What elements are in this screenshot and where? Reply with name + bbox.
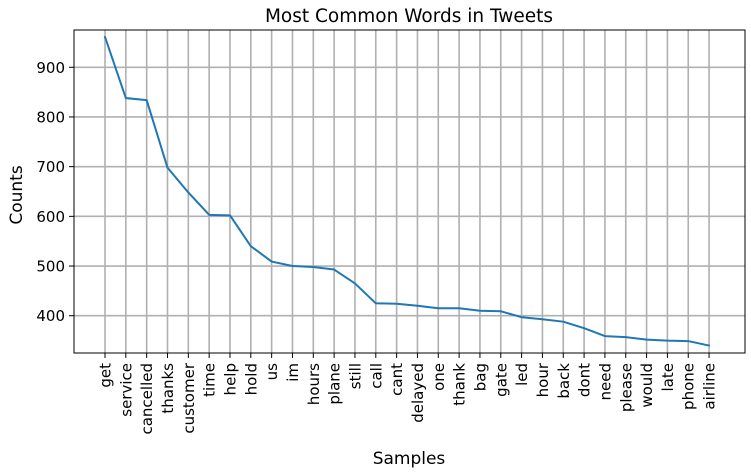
- x-tick-label: need: [596, 363, 614, 401]
- x-tick-label: customer: [180, 362, 198, 433]
- x-tick-label: service: [117, 363, 135, 417]
- x-tick-label: still: [346, 363, 364, 389]
- x-tick-label: get: [97, 363, 115, 388]
- x-tick-label: thank: [451, 363, 469, 406]
- chart-title: Most Common Words in Tweets: [265, 6, 553, 27]
- x-tick-label: late: [659, 363, 677, 391]
- x-tick-label: led: [513, 363, 531, 386]
- x-tick-label: help: [221, 363, 239, 395]
- y-tick-label: 800: [36, 108, 65, 126]
- x-tick-label: hours: [305, 363, 323, 405]
- x-tick-label: please: [617, 363, 635, 412]
- plot-area-frame: [73, 29, 746, 354]
- x-tick-label: time: [201, 363, 219, 397]
- x-tick-label: one: [430, 363, 448, 391]
- y-tick-label: 700: [36, 158, 65, 176]
- y-axis-label: Counts: [7, 165, 27, 224]
- y-tick-label: 900: [36, 59, 65, 77]
- x-tick-label: us: [263, 363, 281, 381]
- x-tick-label: bag: [471, 363, 489, 391]
- x-tick-label: airline: [701, 363, 719, 410]
- y-tick-label: 600: [36, 208, 65, 226]
- x-tick-label: thanks: [159, 363, 177, 414]
- y-tick-label: 500: [36, 258, 65, 276]
- x-tick-label: im: [284, 363, 302, 382]
- x-axis-label: Samples: [373, 449, 446, 469]
- x-tick-label: dont: [576, 363, 594, 397]
- x-tick-label: delayed: [409, 363, 427, 423]
- x-tick-label: gate: [492, 363, 510, 397]
- series-line: [104, 35, 711, 347]
- x-tick-label: call: [367, 363, 385, 389]
- grid: [74, 30, 745, 353]
- y-tick-label: 400: [36, 307, 65, 325]
- x-tick-label: cant: [388, 363, 406, 396]
- x-tick-label: cancelled: [138, 363, 156, 435]
- x-tick-label: plane: [326, 363, 344, 405]
- x-tick-label: hour: [534, 362, 552, 397]
- x-axis-ticks: get service cancelled thanks customer time hel…: [97, 353, 719, 435]
- x-tick-label: would: [638, 363, 656, 408]
- x-tick-label: hold: [242, 363, 260, 395]
- y-axis-ticks: 400 500 600 700 800 900: [36, 59, 74, 325]
- x-tick-label: back: [555, 363, 573, 399]
- x-tick-label: phone: [680, 363, 698, 410]
